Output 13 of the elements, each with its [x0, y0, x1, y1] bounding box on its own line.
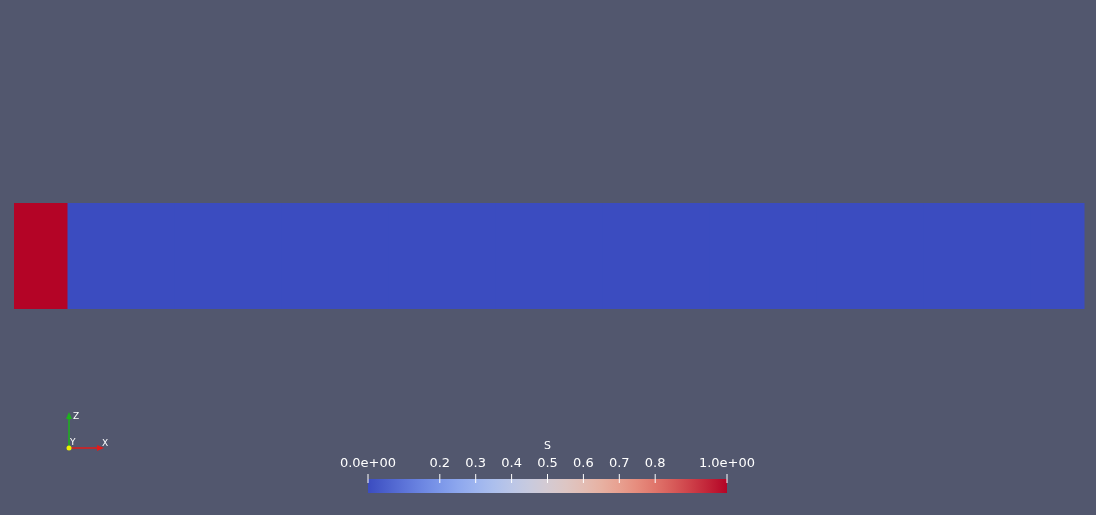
color-bar-label: 0.0e+00: [339, 455, 397, 470]
text: X: [102, 438, 109, 448]
text: Y: [69, 437, 76, 447]
color-bar-label: 0.7: [608, 455, 630, 470]
color-bar-label: 1.0e+00: [698, 455, 756, 470]
color-bar-label: 0.4: [501, 455, 522, 470]
color-bar-label: 0.2: [429, 455, 451, 470]
color-bar-label: 0.3: [465, 455, 487, 470]
text: Z: [73, 411, 80, 421]
color-bar-label: 0.8: [644, 455, 666, 470]
color-bar-title: S: [544, 439, 552, 452]
color-bar-label: 0.5: [537, 455, 558, 470]
color-bar-label: 0.6: [573, 455, 594, 470]
